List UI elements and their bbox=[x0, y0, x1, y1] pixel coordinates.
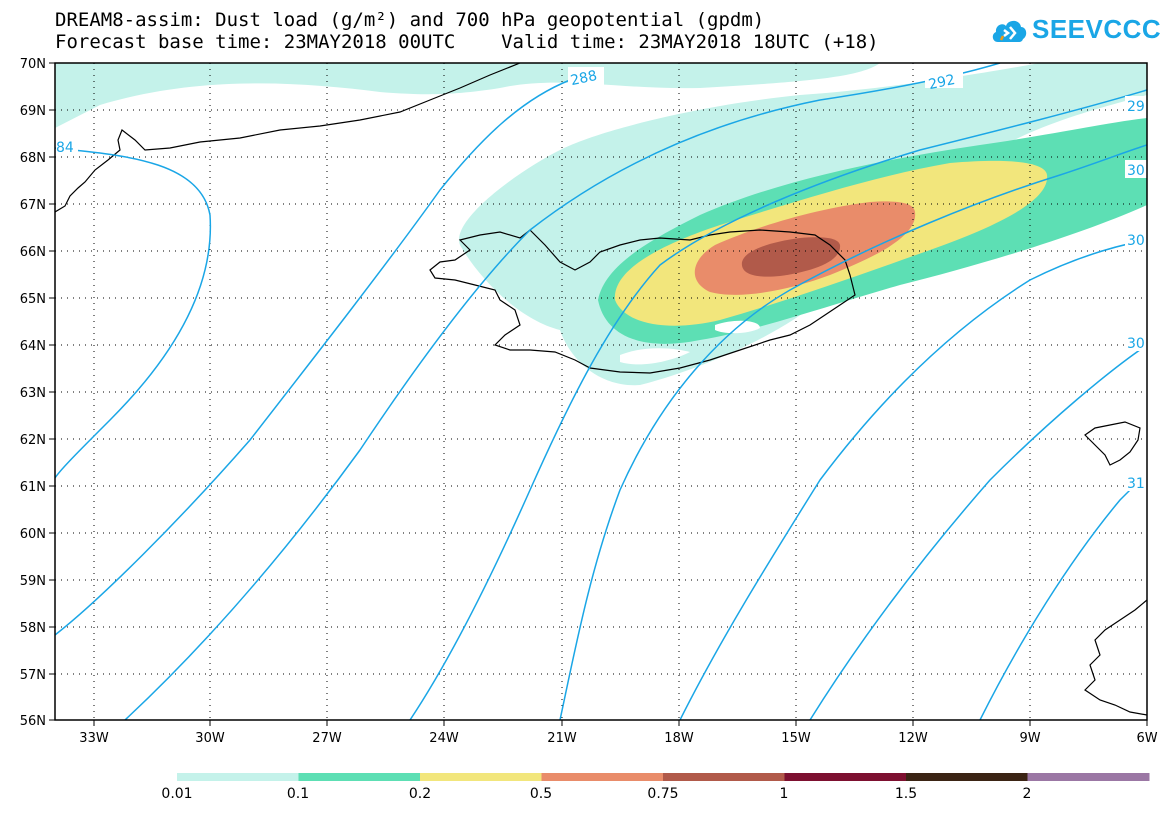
colorbar-label: 1 bbox=[779, 786, 789, 802]
contour-296 bbox=[559, 144, 1147, 720]
colorbar-label: 2 bbox=[1022, 786, 1032, 802]
lat-label: 56N bbox=[20, 714, 46, 729]
lon-label: 6W bbox=[1136, 731, 1157, 746]
colorbar-segment bbox=[1027, 773, 1150, 781]
contour-300 bbox=[679, 239, 1147, 720]
lon-label: 12W bbox=[898, 731, 928, 746]
lat-label: 57N bbox=[20, 668, 46, 683]
lat-label: 69N bbox=[20, 104, 46, 119]
lat-label: 70N bbox=[20, 57, 46, 72]
cloud-icon bbox=[992, 20, 1027, 42]
lon-label: 21W bbox=[547, 731, 577, 746]
colorbar-segment bbox=[784, 773, 907, 781]
lat-label: 63N bbox=[20, 386, 46, 401]
colorbar-label: 0.01 bbox=[161, 786, 193, 802]
contour-label: 30 bbox=[1127, 233, 1145, 249]
contour-292 bbox=[409, 89, 1147, 720]
longitude-labels: 33W 30W 27W 24W 21W 18W 15W 12W 9W 6W bbox=[79, 731, 1157, 746]
lat-label: 60N bbox=[20, 527, 46, 542]
dust-fill-layer bbox=[55, 63, 1147, 386]
contour-label: 30 bbox=[1127, 336, 1145, 352]
colorbar-label: 0.75 bbox=[647, 786, 679, 802]
colorbar-segment bbox=[906, 773, 1028, 781]
map-subtitle: Forecast base time: 23MAY2018 00UTC Vali… bbox=[55, 31, 879, 53]
lon-label: 18W bbox=[664, 731, 694, 746]
lat-label: 65N bbox=[20, 292, 46, 307]
lat-label: 68N bbox=[20, 151, 46, 166]
contour-labels: 84 288 292 29 30 30 30 31 bbox=[56, 67, 1147, 492]
lat-label: 66N bbox=[20, 245, 46, 260]
coastline-iceland bbox=[429, 229, 856, 374]
coastline-scotland bbox=[1084, 599, 1147, 716]
contour-label: 84 bbox=[56, 140, 74, 156]
colorbar-segment bbox=[663, 773, 785, 781]
lon-label: 9W bbox=[1019, 731, 1040, 746]
colorbar-segment bbox=[177, 773, 299, 781]
colorbar-segment bbox=[420, 773, 542, 781]
dust-band-0-75 bbox=[741, 237, 841, 277]
colorbar-label: 0.2 bbox=[408, 786, 432, 802]
lon-label: 30W bbox=[195, 731, 225, 746]
colorbar-label: 1.5 bbox=[894, 786, 918, 802]
map-title: DREAM8-assim: Dust load (g/m²) and 700 h… bbox=[55, 9, 765, 31]
latitude-labels: 70N 69N 68N 67N 66N 65N 64N 63N 62N 61N … bbox=[20, 57, 46, 729]
colorbar bbox=[177, 773, 1150, 781]
lat-label: 61N bbox=[20, 480, 46, 495]
axis-ticks bbox=[49, 62, 1148, 726]
coastline-faroes bbox=[1084, 421, 1141, 466]
lat-label: 64N bbox=[20, 339, 46, 354]
colorbar-label: 0.1 bbox=[286, 786, 310, 802]
lon-label: 33W bbox=[79, 731, 109, 746]
graticule bbox=[55, 63, 1147, 720]
lat-label: 67N bbox=[20, 198, 46, 213]
contour-label: 29 bbox=[1127, 99, 1145, 115]
contour-label: 288 bbox=[569, 68, 598, 89]
colorbar-segment bbox=[541, 773, 664, 781]
contour-288 bbox=[124, 63, 1001, 720]
coastlines bbox=[55, 63, 1147, 716]
contour-304 bbox=[809, 344, 1147, 720]
logo-text: SEEVCCC bbox=[1032, 14, 1162, 44]
contour-284 bbox=[55, 147, 212, 479]
colorbar-label: 0.5 bbox=[529, 786, 553, 802]
map-plot-area: 84 288 292 29 30 30 30 31 bbox=[55, 63, 1147, 720]
coastline-greenland bbox=[55, 63, 521, 213]
seevccc-logo: SEEVCCC bbox=[990, 14, 1161, 45]
lon-label: 15W bbox=[781, 731, 811, 746]
lat-label: 58N bbox=[20, 621, 46, 636]
lon-label: 24W bbox=[429, 731, 459, 746]
contour-284-b bbox=[55, 79, 571, 636]
contour-label: 31 bbox=[1127, 476, 1145, 492]
lat-label: 62N bbox=[20, 433, 46, 448]
dust-hole bbox=[620, 348, 690, 365]
lon-label: 27W bbox=[312, 731, 342, 746]
contour-label: 30 bbox=[1127, 163, 1145, 179]
dust-band-0-01-greenland bbox=[55, 63, 880, 128]
lat-label: 59N bbox=[20, 574, 46, 589]
colorbar-segment bbox=[298, 773, 421, 781]
contour-label: 292 bbox=[927, 72, 956, 93]
